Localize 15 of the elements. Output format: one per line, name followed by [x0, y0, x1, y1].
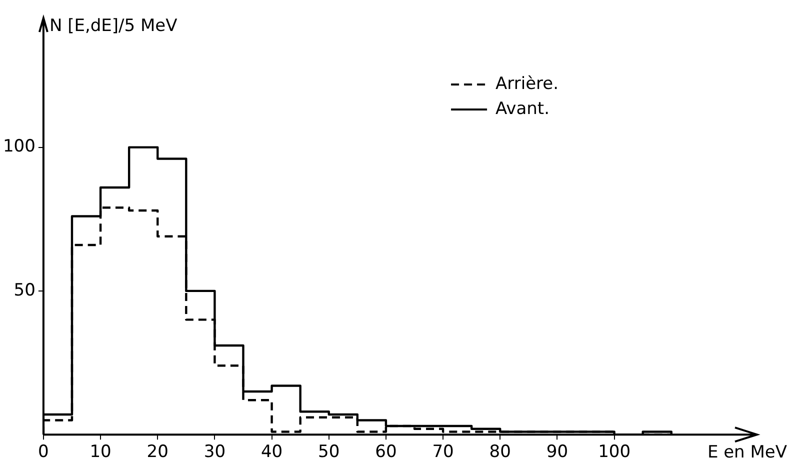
legend-label: Avant. — [496, 98, 550, 119]
x-tick-label: 70 — [432, 442, 454, 462]
x-tick-label: 100 — [598, 442, 631, 462]
x-tick-label: 60 — [375, 442, 397, 462]
x-axis-title: E en MeV — [707, 442, 788, 463]
x-tick-label: 80 — [489, 442, 511, 462]
x-tick-label: 10 — [90, 442, 112, 462]
x-tick-label: 20 — [146, 442, 168, 462]
x-tick-label: 40 — [260, 442, 283, 462]
x-tick-label: 0 — [38, 442, 49, 462]
legend-label: Arrière. — [496, 74, 559, 94]
x-tick-label: 30 — [204, 442, 226, 462]
x-tick-label: 90 — [546, 442, 568, 462]
y-axis-title: N [E,dE]/5 MeV — [49, 16, 178, 36]
x-tick-label: 50 — [318, 442, 340, 462]
